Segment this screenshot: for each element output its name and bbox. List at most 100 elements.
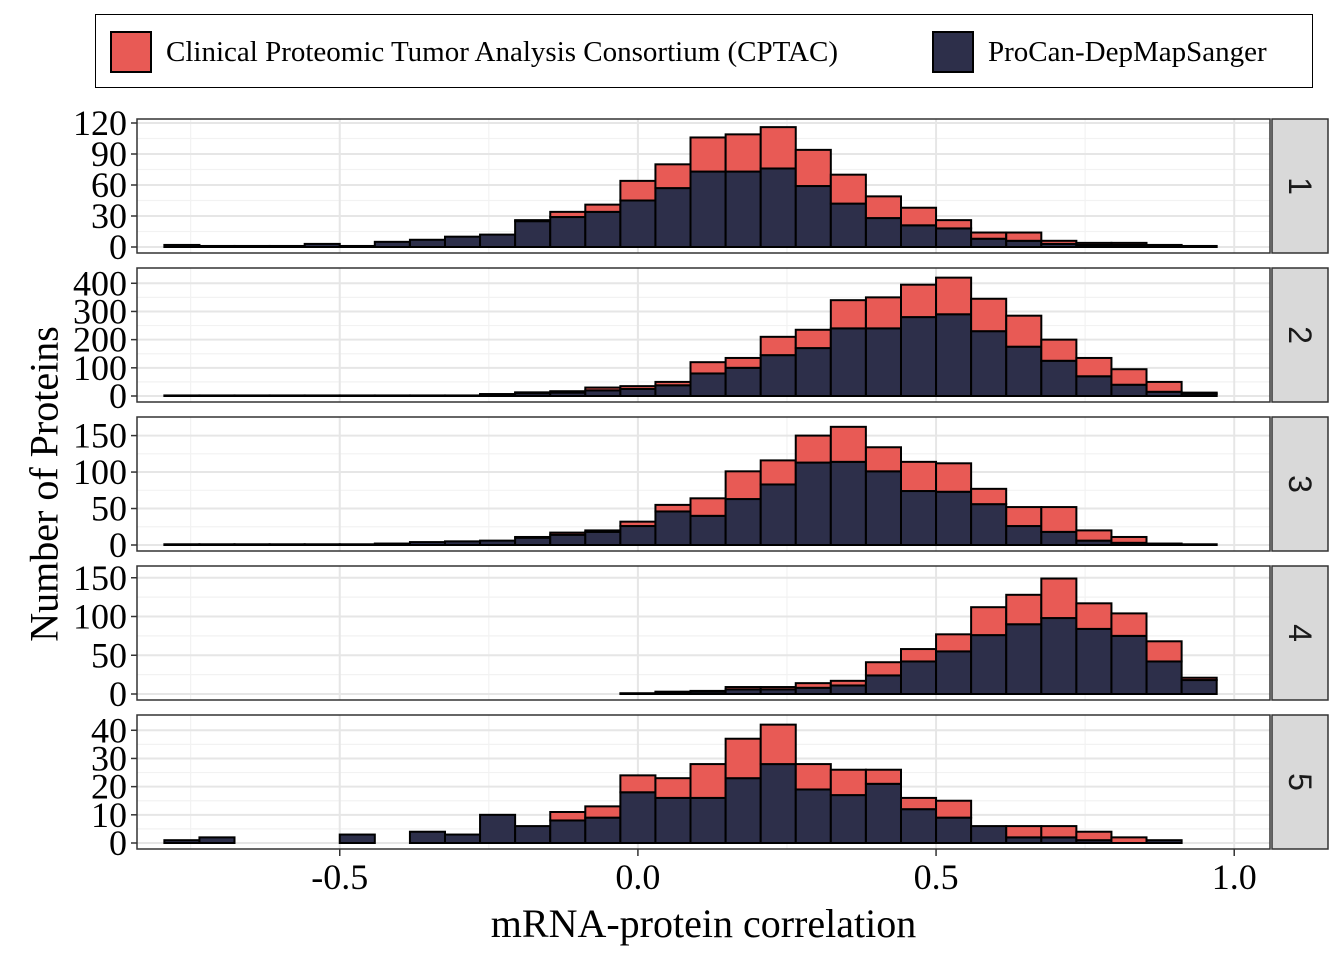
bar-cptac <box>829 299 867 330</box>
bar-cptac <box>935 462 973 493</box>
bar-cptac <box>1110 612 1148 637</box>
bar-procan <box>899 316 938 397</box>
bar-cptac <box>970 606 1008 637</box>
bar-cptac <box>1145 640 1183 663</box>
bar-cptac <box>619 385 657 390</box>
bar-cptac <box>1110 535 1148 544</box>
bar-procan <box>514 825 552 844</box>
bar-cptac <box>1180 391 1218 395</box>
bar-procan <box>303 543 341 546</box>
bar-cptac <box>654 690 692 694</box>
bar-procan <box>619 199 657 248</box>
y-tick-label: 40 <box>91 710 127 750</box>
bar-procan <box>935 227 973 248</box>
facet-strip-label: 4 <box>1282 624 1318 642</box>
bar-cptac <box>935 276 973 316</box>
bar-procan <box>373 394 411 398</box>
bar-procan <box>408 830 446 845</box>
bar-procan <box>198 543 236 546</box>
facet-strip <box>1271 267 1329 403</box>
bar-procan <box>1040 530 1078 547</box>
bar-procan <box>479 539 517 547</box>
bar-procan <box>1145 839 1183 845</box>
bar-procan <box>1005 525 1043 546</box>
bar-cptac <box>654 163 692 190</box>
bar-cptac <box>1145 380 1183 393</box>
bar-cptac <box>864 195 902 220</box>
bar-cptac <box>899 206 938 227</box>
bar-procan <box>935 490 973 546</box>
bar-cptac <box>514 391 552 395</box>
bar-cptac <box>689 689 727 693</box>
bar-cptac <box>1005 231 1043 242</box>
bar-cptac <box>654 380 692 387</box>
bar-procan <box>408 238 446 248</box>
y-tick-label: 100 <box>73 452 127 492</box>
bar-cptac <box>759 335 797 357</box>
bar-cptac <box>864 446 902 473</box>
bar-procan <box>1075 375 1113 398</box>
bar-cptac <box>584 203 622 213</box>
bar-cptac <box>724 356 762 369</box>
bar-procan <box>794 461 832 547</box>
bar-cptac <box>935 799 973 819</box>
bar-procan <box>864 782 902 844</box>
panel-border <box>136 416 1271 552</box>
y-tick-label: 200 <box>73 320 127 360</box>
bar-cptac <box>829 425 867 463</box>
panel-border <box>136 267 1271 403</box>
bar-procan <box>759 763 797 844</box>
bar-cptac <box>724 470 762 501</box>
bar-procan <box>1040 617 1078 695</box>
bar-procan <box>1180 679 1218 695</box>
bar-cptac <box>829 173 867 205</box>
bar-procan <box>163 543 201 546</box>
bar-procan <box>829 684 867 695</box>
bar-cptac <box>899 283 938 319</box>
bar-cptac <box>1040 338 1078 362</box>
bar-procan <box>443 235 482 249</box>
bar-procan <box>338 543 376 546</box>
bar-procan <box>864 217 902 248</box>
bar-procan <box>759 354 797 397</box>
bar-cptac <box>619 179 657 202</box>
bar-procan <box>654 384 692 398</box>
bar-procan <box>935 650 973 695</box>
y-tick-label: 300 <box>73 291 127 331</box>
facet-strip <box>1271 714 1329 850</box>
bar-cptac <box>1005 314 1043 348</box>
bar-cptac <box>619 774 657 794</box>
bar-procan <box>443 833 482 845</box>
x-tick-label: -0.5 <box>311 857 368 897</box>
bar-cptac <box>654 503 692 513</box>
bar-procan <box>829 327 867 398</box>
y-tick-label: 50 <box>91 635 127 675</box>
y-tick-label: 150 <box>73 558 127 598</box>
bar-procan <box>408 541 446 546</box>
bar-cptac <box>935 633 973 653</box>
bar-procan <box>759 167 797 248</box>
bar-procan <box>338 394 376 398</box>
bar-cptac <box>1110 241 1148 246</box>
bar-cptac <box>724 686 762 691</box>
facet-strip <box>1271 565 1329 701</box>
bar-cptac <box>479 393 517 396</box>
bar-procan <box>373 240 411 248</box>
y-tick-label: 0 <box>109 525 127 565</box>
bar-cptac <box>794 763 832 791</box>
bar-procan <box>1005 623 1043 695</box>
bar-procan <box>970 825 1008 844</box>
bar-procan <box>654 796 692 845</box>
bar-procan <box>514 220 552 249</box>
facet-strip <box>1271 118 1329 254</box>
bar-cptac <box>724 133 762 173</box>
bar-procan <box>794 347 832 398</box>
bar-procan <box>759 483 797 547</box>
bar-procan <box>584 530 622 547</box>
y-tick-label: 100 <box>73 348 127 388</box>
bar-procan <box>724 777 762 845</box>
bar-procan <box>268 244 306 248</box>
bar-cptac <box>689 763 727 799</box>
